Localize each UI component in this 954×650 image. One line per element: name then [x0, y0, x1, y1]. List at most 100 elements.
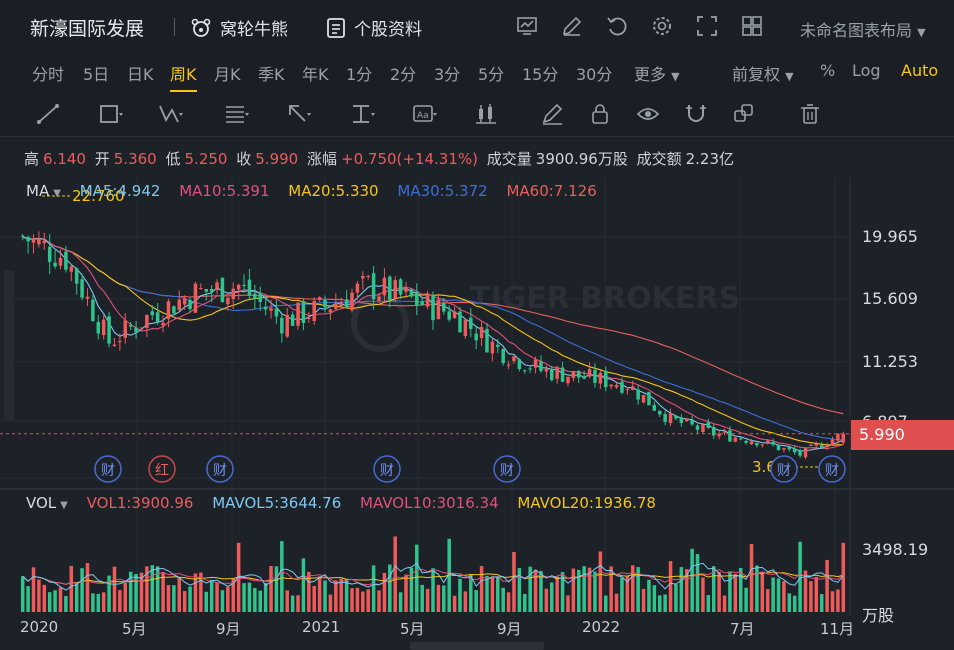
- percent-toggle[interactable]: %: [820, 61, 836, 80]
- volume-bar: [765, 589, 770, 612]
- volume-bar: [706, 595, 711, 612]
- x-axis-label: 5月: [122, 620, 147, 638]
- volume-bar: [474, 590, 478, 612]
- volume-bar: [37, 579, 41, 612]
- volume-bar: [479, 566, 484, 612]
- volume-bar: [150, 565, 155, 612]
- header-divider: [174, 18, 175, 36]
- period-tab[interactable]: 分时: [32, 65, 65, 84]
- candle-body: [334, 302, 338, 309]
- path-tool-icon[interactable]: [158, 102, 184, 126]
- volume-bar: [566, 595, 570, 612]
- low-marker-label: 3.6: [752, 458, 776, 476]
- layers-icon[interactable]: [732, 102, 758, 126]
- candle-body: [571, 371, 576, 378]
- low-label: 低: [165, 150, 181, 168]
- volume-bar: [307, 571, 311, 612]
- period-tab[interactable]: 2分: [390, 65, 417, 84]
- text-tool-icon[interactable]: Aa: [412, 102, 438, 126]
- volume-bar: [722, 595, 727, 612]
- log-toggle[interactable]: Log: [852, 61, 881, 80]
- period-tab[interactable]: 季K: [258, 65, 285, 84]
- volume-bar: [398, 592, 403, 612]
- gear-icon[interactable]: [650, 14, 674, 38]
- eye-icon[interactable]: [636, 102, 662, 126]
- volume-bar: [296, 595, 300, 612]
- volume-unit: 万股: [862, 606, 895, 625]
- mavol20-line: [22, 571, 844, 585]
- layout-selector[interactable]: 未命名图表布局 ▼: [800, 17, 926, 41]
- caret-down-icon[interactable]: ▼: [60, 500, 68, 511]
- trash-icon[interactable]: [798, 102, 824, 126]
- candle-body: [139, 327, 144, 329]
- fullscreen-icon[interactable]: [695, 14, 719, 38]
- auto-toggle[interactable]: Auto: [901, 61, 939, 80]
- mavol5-line: [22, 562, 844, 591]
- measure-tool-icon[interactable]: [350, 102, 376, 126]
- candle-body: [26, 236, 30, 242]
- svg-text:Aa: Aa: [417, 111, 429, 121]
- line-tool-icon[interactable]: [36, 102, 62, 126]
- period-tab[interactable]: 日K: [127, 65, 154, 84]
- period-tab-active[interactable]: 周K: [170, 61, 197, 93]
- pen-icon[interactable]: [540, 102, 566, 126]
- rect-tool-icon[interactable]: [98, 102, 124, 126]
- candle-body: [371, 273, 376, 300]
- open-label: 开: [94, 150, 110, 168]
- candle-body: [711, 426, 716, 436]
- candle-body: [350, 292, 354, 311]
- scroll-handle[interactable]: [410, 642, 544, 650]
- caret-down-icon[interactable]: ▼: [53, 188, 61, 199]
- magnet-icon[interactable]: [684, 102, 710, 126]
- period-tab[interactable]: 15分: [522, 65, 559, 84]
- candle-body: [134, 327, 138, 333]
- undo-icon[interactable]: [605, 14, 629, 38]
- candle-body: [74, 268, 79, 284]
- candle-tool-icon[interactable]: [474, 102, 500, 126]
- period-tab[interactable]: 5日: [83, 65, 110, 84]
- volume-bar: [301, 558, 306, 612]
- candle-body: [188, 299, 192, 310]
- candle-body: [263, 306, 268, 310]
- candle-body: [539, 361, 543, 371]
- period-tab[interactable]: 30分: [576, 65, 613, 84]
- candle-body: [749, 441, 754, 445]
- period-tab[interactable]: 5分: [478, 65, 505, 84]
- candle-body: [555, 367, 559, 379]
- candle-body: [512, 356, 516, 362]
- chart-icon[interactable]: [515, 14, 539, 38]
- candle-body: [647, 391, 651, 406]
- adjust-selector[interactable]: 前复权 ▼: [732, 61, 794, 85]
- period-tab[interactable]: 3分: [434, 65, 461, 84]
- layout-grid-icon[interactable]: [740, 14, 764, 38]
- edit-icon[interactable]: [560, 14, 584, 38]
- lock-icon[interactable]: [588, 102, 614, 126]
- candle-body: [118, 340, 122, 343]
- warrants-link[interactable]: 窝轮牛熊: [190, 15, 288, 40]
- volume-bar: [738, 567, 743, 612]
- volume-bar: [744, 587, 748, 612]
- fib-tool-icon[interactable]: [224, 102, 250, 126]
- candle-body: [452, 311, 457, 319]
- candle-body: [771, 442, 775, 445]
- volume-bar: [47, 592, 52, 612]
- arrow-tool-icon[interactable]: [286, 102, 312, 126]
- candlestick-chart[interactable]: TIGER BROKERS22.7603.6财红财财财财财: [0, 178, 954, 488]
- pane-divider[interactable]: [0, 488, 954, 490]
- volume-chart[interactable]: [0, 490, 954, 616]
- period-tab[interactable]: 月K: [214, 65, 241, 84]
- candle-body: [830, 439, 835, 446]
- candle-body: [841, 433, 846, 443]
- more-periods-button[interactable]: 更多 ▼: [634, 61, 680, 85]
- volume-bar: [652, 585, 657, 612]
- candle-body: [641, 394, 646, 403]
- profile-link[interactable]: 个股资料: [326, 15, 422, 40]
- adjust-label: 前复权: [732, 65, 781, 84]
- candle-body: [301, 300, 306, 323]
- period-tab[interactable]: 1分: [346, 65, 373, 84]
- candle-body: [528, 368, 532, 370]
- volume-bar: [112, 566, 117, 612]
- candle-body: [231, 288, 236, 300]
- side-panel-handle[interactable]: [4, 270, 14, 420]
- period-tab[interactable]: 年K: [302, 65, 329, 84]
